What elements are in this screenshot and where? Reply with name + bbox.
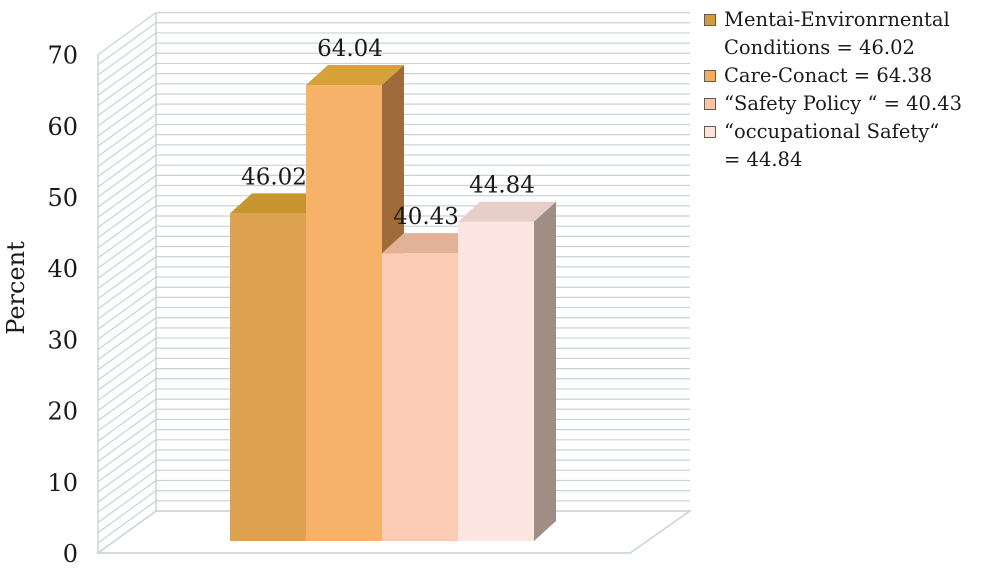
bar-top (458, 201, 556, 222)
gridline-side (97, 256, 157, 300)
gridline-side (97, 418, 157, 462)
gridline-side (97, 317, 157, 361)
gridline-side (97, 22, 157, 66)
legend-label: Care-Conact = 64.38 (724, 64, 933, 87)
bar (458, 201, 556, 541)
bars (230, 65, 556, 542)
legend-label: Mentai-Environrnental Conditions = 46.02 (724, 8, 950, 59)
gridline-side (97, 307, 157, 351)
gridline-side (97, 42, 157, 86)
gridline-side (97, 185, 157, 229)
y-tick-label: 0 (63, 540, 78, 568)
gridline-side (97, 368, 157, 412)
bar-front (382, 253, 458, 541)
legend-item: Mentai-Environrnental Conditions = 46.02 (704, 6, 1000, 62)
gridline-side (97, 174, 157, 218)
gridline-side (97, 134, 157, 178)
gridline-side (97, 500, 157, 544)
y-tick-label: 60 (47, 113, 78, 141)
y-tick-label: 40 (47, 255, 78, 283)
gridline-side (97, 378, 157, 422)
gridline-side (97, 52, 157, 96)
data-label: 40.43 (393, 204, 459, 230)
data-label: 64.04 (317, 36, 383, 62)
gridline-side (97, 205, 157, 249)
gridline-side (97, 357, 157, 401)
gridline-side (97, 388, 157, 432)
legend-swatch (704, 126, 716, 138)
gridline-side (97, 490, 157, 534)
gridline-side (97, 225, 157, 269)
gridline-side (97, 93, 157, 137)
gridline-side (97, 479, 157, 523)
gridline-side (97, 286, 157, 330)
gridline-side (97, 337, 157, 381)
gridline-side (97, 276, 157, 320)
gridline-side (97, 266, 157, 310)
legend-item: Care-Conact = 64.38 (704, 62, 1000, 90)
gridline-side (97, 408, 157, 452)
floor (95, 510, 693, 554)
gridline-side (97, 439, 157, 483)
gridline-side (97, 246, 157, 290)
gridline-side (97, 144, 157, 188)
legend-item: “occupational Safety“ = 44.84 (704, 118, 1000, 174)
bar-front (458, 221, 534, 541)
bar-front (306, 85, 382, 541)
gridline-side (97, 398, 157, 442)
gridline-side (97, 154, 157, 198)
gridline-side (97, 12, 157, 56)
legend-item: “Safety Policy “ = 40.43 (704, 90, 1000, 118)
y-tick-label: 30 (47, 326, 78, 354)
y-axis-label: Percent (2, 241, 30, 335)
data-label: 44.84 (469, 173, 535, 199)
gridline-side (97, 123, 157, 167)
gridline-side (97, 347, 157, 391)
gridline-side (97, 32, 157, 76)
bar-top (306, 65, 404, 86)
gridline-side (97, 469, 157, 513)
legend: Mentai-Environrnental Conditions = 46.02… (704, 6, 1000, 174)
gridline-side (97, 327, 157, 371)
gridline-side (97, 296, 157, 340)
gridline-side (97, 195, 157, 239)
gridline-side (97, 429, 157, 473)
legend-label: “occupational Safety“ = 44.84 (724, 120, 940, 171)
gridline-side (97, 164, 157, 208)
data-labels: 46.02 64.04 40.43 44.84 (241, 36, 535, 230)
gridline-side (97, 83, 157, 127)
bar-side (534, 201, 556, 541)
legend-swatch (704, 14, 716, 26)
legend-swatch (704, 70, 716, 82)
bar-front (230, 213, 306, 542)
y-tick-label: 70 (47, 42, 78, 70)
bar-top (230, 193, 328, 214)
legend-label: “Safety Policy “ = 40.43 (724, 92, 962, 115)
y-tick-label: 20 (47, 398, 78, 426)
y-tick-label: 50 (47, 184, 78, 212)
legend-swatch (704, 98, 716, 110)
gridline-side (97, 215, 157, 259)
bar-top (382, 233, 480, 254)
gridline-side (97, 235, 157, 279)
gridline-side (97, 73, 157, 117)
data-label: 46.02 (241, 164, 307, 190)
gridline-side (97, 459, 157, 503)
gridline-side (97, 449, 157, 493)
gridline-side (97, 62, 157, 106)
gridline-side (97, 113, 157, 157)
y-tick-label: 10 (47, 469, 78, 497)
gridline-side (97, 103, 157, 147)
y-axis-ticks: 0 10 20 30 40 50 60 70 (47, 42, 78, 568)
